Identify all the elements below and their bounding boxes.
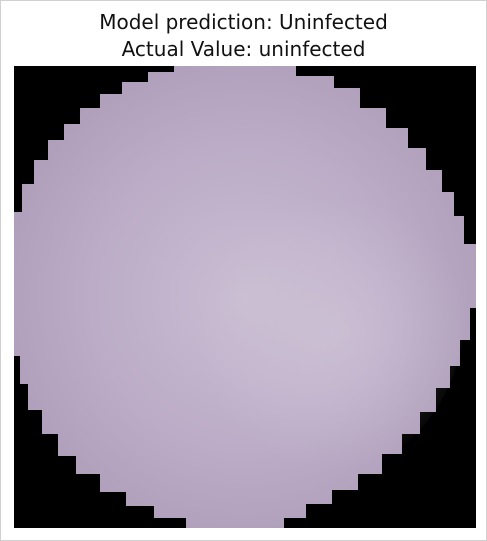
actual-value-title: Actual Value: uninfected	[121, 37, 366, 61]
cell-highlight	[124, 146, 464, 486]
cell-image-svg	[14, 66, 476, 528]
cell-image	[14, 66, 476, 528]
prediction-title: Model prediction: Uninfected	[99, 10, 388, 34]
